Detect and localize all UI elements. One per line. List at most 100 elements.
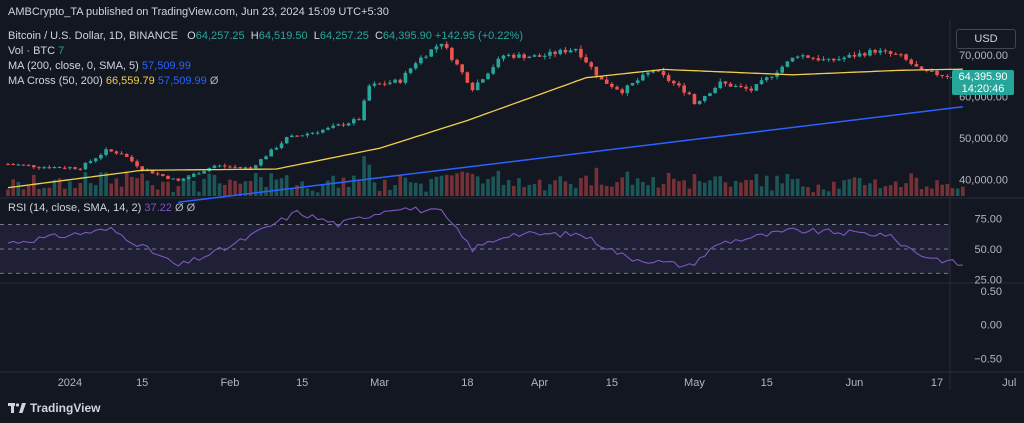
- candle-body: [764, 77, 769, 81]
- rsi-legend[interactable]: RSI (14, close, SMA, 14, 2) 37.22 Ø Ø: [8, 202, 195, 214]
- volume-bar: [269, 173, 274, 196]
- volume-bar: [228, 179, 232, 196]
- candle-body: [372, 83, 377, 86]
- volume-bar: [217, 183, 222, 196]
- candle-body: [548, 51, 552, 56]
- candle-body: [594, 66, 599, 76]
- candle-body: [630, 82, 635, 86]
- volume-bar: [419, 183, 423, 196]
- volume-bar: [197, 191, 201, 196]
- volume-bar: [754, 173, 759, 196]
- candle-body: [135, 161, 139, 167]
- volume-bar: [594, 167, 599, 196]
- volume-bar: [718, 176, 723, 196]
- candle-body: [233, 166, 237, 168]
- candle-body: [641, 74, 645, 81]
- volume-bar: [362, 156, 366, 196]
- publisher-line: AMBCrypto_TA published on TradingView.co…: [8, 6, 389, 18]
- volume-bar: [68, 181, 72, 196]
- volume-bar: [186, 174, 191, 196]
- volume-bar: [413, 182, 418, 196]
- candle-body: [811, 57, 815, 59]
- candle-body: [274, 147, 279, 150]
- candle-body: [68, 167, 72, 169]
- candle-body: [579, 48, 583, 58]
- volume-bar: [398, 174, 403, 196]
- symbol-title[interactable]: Bitcoin / U.S. Dollar, 1D, BINANCE: [8, 30, 178, 42]
- time-axis-tick-label: Mar: [370, 377, 389, 389]
- candle-body: [930, 70, 934, 72]
- volume-bar: [615, 182, 619, 196]
- candle-body: [553, 51, 557, 55]
- candle-body: [935, 70, 939, 76]
- volume-bar: [873, 179, 877, 196]
- volume-bar: [176, 186, 181, 196]
- time-axis-tick-label: Jul: [1002, 377, 1016, 389]
- candle-body: [424, 56, 428, 58]
- rsi-axis-tick-label: 50.00: [974, 244, 1002, 256]
- candle-body: [88, 161, 93, 163]
- volume-bar: [434, 176, 439, 196]
- candle-body: [16, 164, 21, 166]
- volume-bar: [300, 181, 304, 196]
- candle-body: [367, 85, 372, 101]
- candle-body: [687, 92, 692, 95]
- volume-bar: [801, 186, 805, 196]
- candle-body: [73, 167, 77, 169]
- candle-body: [780, 66, 784, 73]
- candle-body: [269, 149, 274, 157]
- candle-body: [496, 58, 501, 68]
- volume-bar: [259, 177, 263, 196]
- volume-bar: [527, 184, 532, 196]
- candle-body: [243, 167, 248, 169]
- tradingview-logo[interactable]: TradingView: [8, 401, 100, 415]
- volume-bar: [202, 178, 206, 196]
- volume-bar: [852, 177, 857, 196]
- bar-countdown: 14:20:46: [961, 83, 1005, 95]
- volume-bar: [919, 189, 924, 196]
- candle-body: [279, 143, 284, 148]
- candle-body: [460, 64, 464, 73]
- volume-bar: [207, 173, 212, 196]
- candle-body: [331, 125, 335, 128]
- candle-body: [542, 55, 547, 57]
- volume-bar: [837, 188, 841, 196]
- candle-body: [352, 119, 356, 124]
- rsi-value: 37.22: [144, 202, 172, 214]
- candle-body: [692, 94, 697, 105]
- volume-bar: [393, 185, 397, 196]
- volume-bar: [73, 188, 77, 196]
- candle-body: [439, 43, 444, 47]
- macross-legend[interactable]: MA Cross (50, 200) 66,559.79 57,509.99 Ø: [8, 75, 218, 87]
- candle-body: [517, 54, 521, 58]
- time-axis-tick-label: May: [684, 377, 705, 389]
- ma200-line: [178, 105, 963, 203]
- volume-bar: [532, 183, 537, 196]
- volume-bar: [909, 173, 914, 196]
- candle-body: [563, 49, 568, 53]
- volume-bar: [450, 175, 454, 196]
- volume-bar: [579, 178, 583, 196]
- candle-body: [264, 156, 268, 160]
- candle-body: [253, 165, 258, 169]
- candle-body: [878, 50, 883, 53]
- candle-body: [899, 54, 903, 56]
- candle-body: [506, 54, 511, 56]
- last-price-tag: 64,395.90 14:20:46: [952, 70, 1014, 95]
- volume-bar: [868, 183, 872, 196]
- candle-body: [795, 56, 800, 58]
- volume-bar: [11, 179, 15, 196]
- candle-body: [321, 129, 325, 133]
- candle-body: [217, 165, 222, 167]
- volume-bar: [37, 189, 41, 196]
- volume-bar: [759, 186, 764, 196]
- candle-body: [78, 168, 83, 170]
- candle-body: [790, 57, 795, 62]
- ma-legend[interactable]: MA (200, close, 0, SMA, 5) 57,509.99: [8, 60, 191, 72]
- candle-body: [284, 137, 289, 144]
- currency-selector[interactable]: USD: [956, 29, 1016, 49]
- volume-bar: [238, 183, 243, 196]
- candle-body: [847, 54, 852, 58]
- volume-legend[interactable]: Vol · BTC 7: [8, 45, 64, 57]
